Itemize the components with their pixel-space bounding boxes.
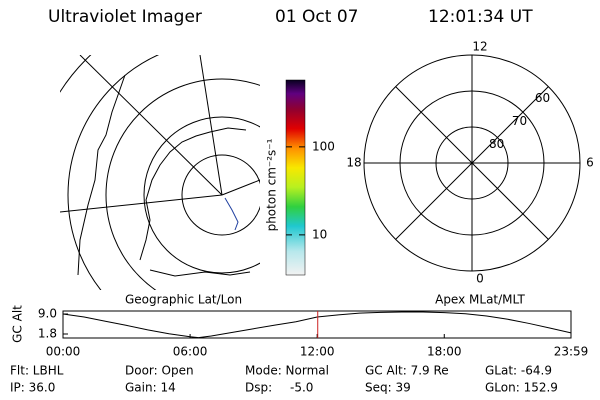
- lat-circle: [105, 78, 260, 290]
- meridian: [79, 55, 223, 196]
- coastline: [149, 269, 251, 277]
- map-label: Geographic Lat/Lon: [125, 293, 242, 307]
- x-tick-label: 23:59: [554, 345, 589, 359]
- info-field: Gain: 14: [125, 381, 176, 395]
- colorbar-tick-label: 100: [312, 139, 335, 153]
- orbit-y-label: GC Alt: [11, 305, 25, 343]
- mlt-label: 18: [346, 156, 361, 170]
- x-tick-label: 00:00: [46, 345, 81, 359]
- info-field: GC Alt: 7.9 Re: [365, 364, 449, 378]
- ring-label: 60: [535, 91, 550, 105]
- info-field: IP: 36.0: [10, 381, 55, 395]
- x-tick-label: 18:00: [427, 345, 462, 359]
- lat-circle: [67, 55, 160, 290]
- info-field: Dsp:: [245, 381, 272, 395]
- info-field: Door: Open: [125, 364, 194, 378]
- info-field: Seq: 39: [365, 381, 411, 395]
- meridian: [221, 179, 260, 196]
- colorbar: [285, 79, 306, 276]
- info-field: GLon: 152.9: [485, 381, 558, 395]
- colorbar-tick-label: 10: [312, 227, 327, 241]
- lat-circle: [181, 154, 260, 236]
- geo-map: [60, 55, 260, 290]
- y-tick-label: 9.0: [38, 307, 57, 321]
- mlt-label: 12: [472, 40, 487, 54]
- info-field: Mode: Normal: [245, 364, 329, 378]
- info-field: -5.0: [290, 381, 313, 395]
- info-field: GLat: -64.9: [485, 364, 552, 378]
- y-tick-label: 1.8: [38, 327, 57, 341]
- date: 01 Oct 07: [275, 7, 358, 27]
- x-tick-label: 12:00: [300, 345, 335, 359]
- title: Ultraviolet Imager: [48, 7, 202, 27]
- ring-label: 70: [512, 114, 527, 128]
- ring-label: 80: [489, 137, 504, 151]
- time: 12:01:34 UT: [428, 7, 533, 27]
- x-tick-label: 06:00: [173, 345, 208, 359]
- altitude-line: [62, 311, 572, 339]
- meridian: [199, 55, 223, 196]
- mlt-label: 0: [476, 272, 484, 286]
- polar-label: Apex MLat/MLT: [435, 293, 525, 307]
- coastline: [77, 74, 126, 276]
- coastline: [224, 197, 239, 231]
- lat-circle: [143, 116, 260, 274]
- info-field: Flt: LBHL: [10, 364, 64, 378]
- colorbar-label: photon cm⁻²s⁻¹: [265, 138, 279, 231]
- polar-plot: [363, 54, 581, 272]
- coastline: [139, 127, 247, 261]
- mlt-label: 6: [586, 156, 594, 170]
